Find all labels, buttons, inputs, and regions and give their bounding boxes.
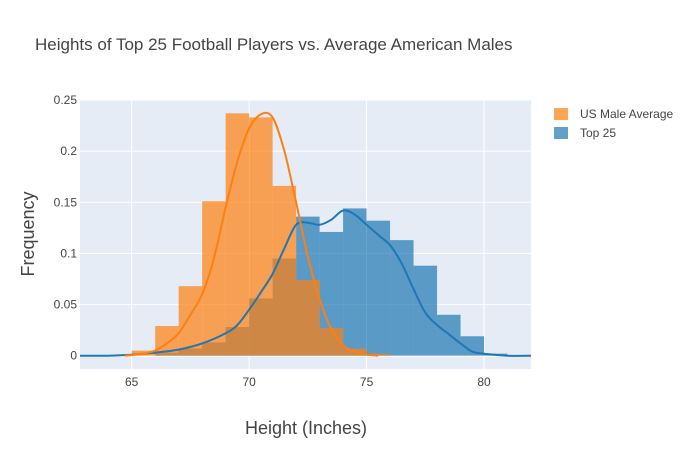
y-tick-label: 0 xyxy=(70,349,77,363)
bar-us-male-average xyxy=(178,286,203,356)
density-curve-top-25 xyxy=(79,209,532,357)
legend-label: Top 25 xyxy=(580,126,616,140)
x-tick-label: 75 xyxy=(360,375,374,389)
y-tick-label: 0.05 xyxy=(54,298,78,312)
bar-us-male-average xyxy=(319,328,344,356)
x-tick-label: 80 xyxy=(477,375,491,389)
density-curves xyxy=(79,111,532,357)
bar-us-male-average xyxy=(202,201,226,356)
legend-label: US Male Average xyxy=(580,107,673,121)
bar-top-25 xyxy=(366,220,391,356)
y-axis-label: Frequency xyxy=(18,191,38,276)
histogram-bars xyxy=(108,113,508,356)
bar-us-male-average xyxy=(272,185,297,356)
y-tick-labels: 0 0.05 0.1 0.15 0.2 0.25 xyxy=(54,93,78,363)
bar-top-25 xyxy=(319,231,344,356)
legend-swatch xyxy=(554,127,568,139)
bar-us-male-average xyxy=(225,113,250,356)
y-tick-label: 0.2 xyxy=(60,144,77,158)
legend[interactable]: US Male Average Top 25 xyxy=(554,107,673,140)
density-curve-us-male-average xyxy=(124,111,379,357)
bar-top-25 xyxy=(413,265,438,356)
x-tick-labels: 65 70 75 80 xyxy=(125,375,491,389)
y-tick-label: 0.15 xyxy=(54,195,78,209)
y-tick-label: 0.1 xyxy=(60,246,77,260)
y-tick-label: 0.25 xyxy=(54,93,78,107)
legend-item-us-male-average[interactable]: US Male Average xyxy=(554,107,673,121)
bar-us-male-average xyxy=(249,117,273,356)
x-tick-label: 65 xyxy=(125,375,139,389)
bar-us-male-average xyxy=(366,353,391,356)
bar-top-25 xyxy=(460,336,485,356)
bar-top-25 xyxy=(390,240,414,356)
legend-item-top-25[interactable]: Top 25 xyxy=(554,126,616,140)
x-tick-label: 70 xyxy=(242,375,256,389)
bar-top-25 xyxy=(343,208,367,356)
chart-title: Heights of Top 25 Football Players vs. A… xyxy=(35,35,513,54)
x-axis-label: Height (Inches) xyxy=(245,418,367,438)
legend-swatch xyxy=(554,108,568,120)
bar-us-male-average xyxy=(296,280,320,356)
